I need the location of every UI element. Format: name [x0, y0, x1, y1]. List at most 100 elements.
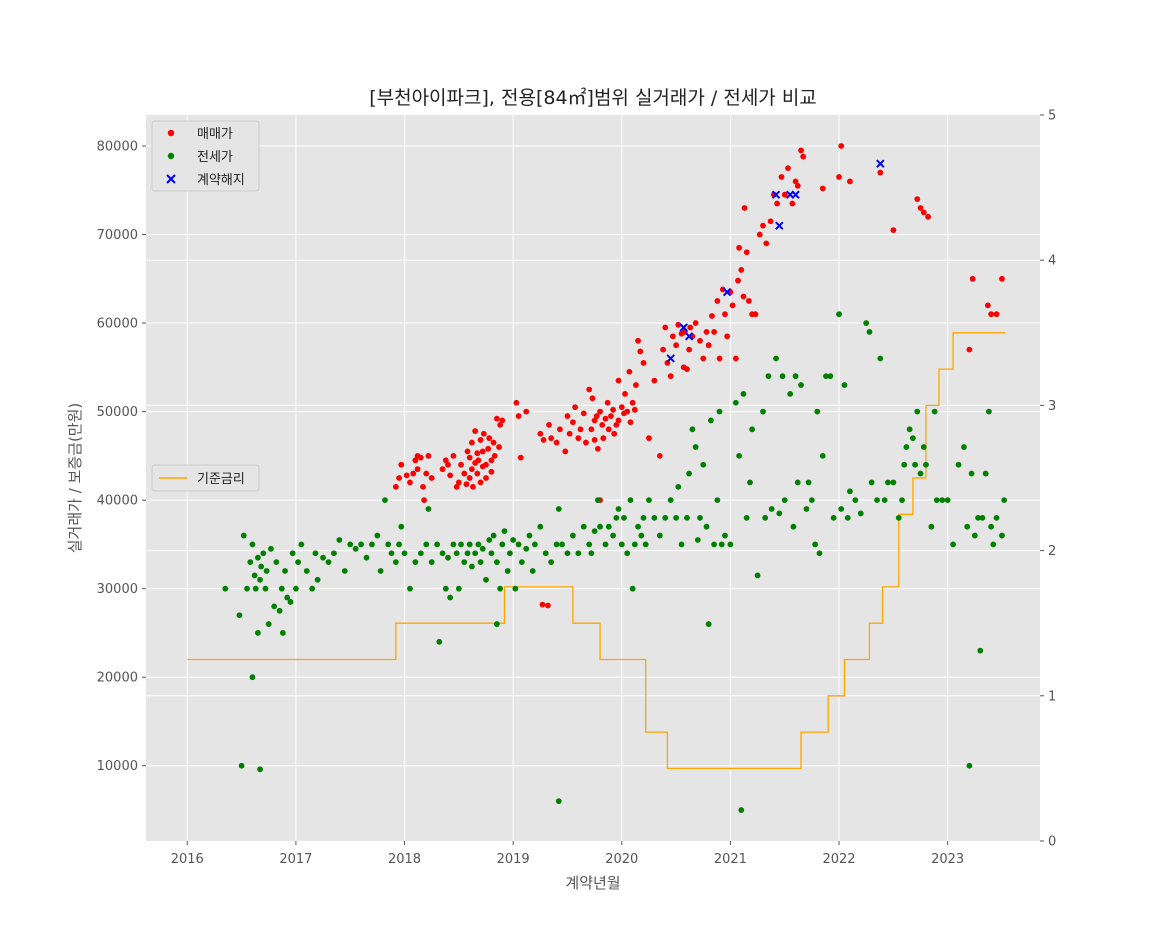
sale-point — [756, 231, 763, 238]
cancel-point-stroke — [679, 323, 688, 332]
sale-point — [763, 240, 770, 247]
legend-swatch-lease — [167, 152, 175, 160]
lease-point — [442, 585, 449, 592]
lease-point — [320, 554, 326, 561]
sale-point — [729, 302, 736, 309]
sale-point — [553, 439, 560, 446]
lease-point — [580, 523, 587, 530]
lease-point — [273, 559, 280, 566]
x-tick-label: 2022 — [822, 852, 855, 867]
legend-label-lease: 전세가 — [197, 150, 233, 165]
lease-point — [722, 532, 728, 539]
lease-point — [646, 497, 652, 504]
lease-point — [254, 554, 261, 561]
lease-point — [819, 452, 826, 459]
legend-upper-box — [151, 120, 260, 192]
lease-point — [265, 621, 272, 627]
lease-point — [615, 506, 622, 512]
lease-point — [707, 417, 714, 424]
lease-point — [493, 559, 500, 566]
x-tick-label: 2018 — [388, 852, 421, 867]
lease-point — [605, 523, 612, 530]
sale-point — [600, 435, 607, 442]
sale-point — [513, 399, 520, 406]
lease-point — [553, 541, 560, 548]
cancel-point — [722, 287, 732, 297]
lease-point — [352, 545, 359, 552]
sale-point — [545, 602, 551, 609]
sale-point — [631, 406, 638, 413]
lease-point — [640, 514, 647, 521]
lease-point — [823, 373, 829, 380]
cancel-point — [684, 332, 694, 341]
lease-point — [624, 550, 631, 557]
lease-point — [483, 576, 489, 583]
y2-tick-label: 0 — [1048, 835, 1056, 850]
lease-point — [466, 541, 473, 548]
lease-point — [325, 559, 332, 566]
sale-point — [740, 293, 747, 300]
y-tick-label: 50000 — [97, 405, 138, 420]
sale-point — [732, 355, 739, 362]
cancel-point-stroke — [722, 287, 732, 297]
sale-point — [605, 426, 612, 433]
lease-point — [714, 497, 721, 504]
sale-point — [705, 342, 712, 349]
lease-point — [977, 647, 984, 654]
sale-point — [455, 479, 462, 486]
lease-point — [240, 532, 247, 539]
lease-point — [631, 541, 638, 548]
lease-point — [472, 550, 479, 557]
sale-point — [546, 421, 552, 428]
plot-area — [146, 115, 1040, 841]
sale-point — [597, 408, 603, 415]
lease-point — [331, 550, 337, 557]
lease-point — [790, 523, 797, 530]
lease-point — [488, 550, 495, 557]
sale-point — [700, 355, 707, 362]
lease-point — [548, 559, 555, 566]
lease-point — [262, 585, 269, 592]
lease-point — [249, 541, 256, 548]
lease-point — [377, 568, 384, 574]
lease-point — [523, 545, 530, 552]
cancel-point-stroke — [666, 354, 675, 363]
x-tick-label: 2023 — [931, 852, 964, 867]
sale-point — [583, 439, 589, 446]
lease-point — [768, 506, 775, 512]
sale-point — [421, 497, 427, 504]
lease-point — [675, 483, 682, 490]
sale-point — [466, 475, 473, 481]
lease-point — [347, 541, 354, 548]
sale-point — [423, 470, 430, 477]
sale-point — [794, 182, 801, 189]
sale-point — [615, 377, 622, 384]
cancel-point-stroke — [876, 159, 885, 168]
lease-point — [268, 545, 274, 552]
lease-point — [504, 568, 511, 574]
sale-point — [564, 413, 571, 419]
lease-point — [455, 585, 462, 592]
sale-point — [651, 377, 658, 384]
lease-point — [827, 373, 834, 380]
lease-point — [247, 559, 254, 566]
sale-point — [988, 311, 995, 318]
lease-point — [857, 510, 864, 517]
lease-point — [284, 594, 291, 601]
sale-point — [490, 439, 497, 446]
sale-point — [629, 399, 636, 406]
rate-step-line — [187, 332, 1006, 770]
lease-point — [425, 506, 432, 512]
sale-point — [477, 437, 484, 443]
lease-point — [747, 479, 753, 486]
lease-point — [754, 572, 761, 579]
legend-swatch-cancel — [166, 174, 176, 184]
lease-point — [374, 532, 381, 539]
sale-point — [890, 227, 897, 233]
sale-point — [627, 419, 634, 426]
lease-point — [999, 532, 1005, 539]
lease-point — [512, 585, 519, 592]
lease-point — [705, 621, 712, 627]
lease-point — [507, 550, 513, 557]
lease-point — [847, 488, 853, 495]
